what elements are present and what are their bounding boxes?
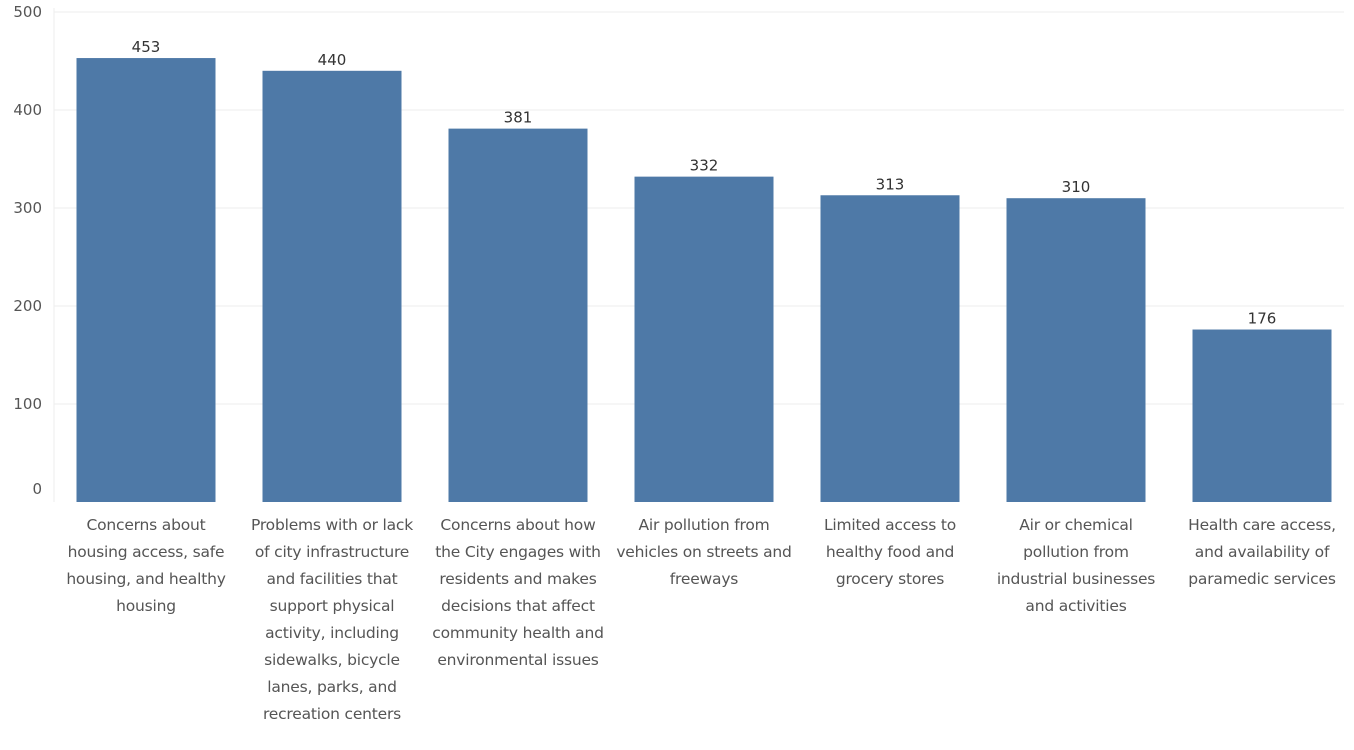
bar-value-label: 453 <box>132 38 161 56</box>
category-label: Health care access, and availability of … <box>1188 516 1336 588</box>
bar[interactable] <box>76 58 216 503</box>
category-label: Problems with or lack of city infrastruc… <box>250 516 414 723</box>
bar-value-label: 313 <box>876 175 905 193</box>
bars <box>76 58 1332 503</box>
category-label: Air pollution from vehicles on streets a… <box>616 516 792 588</box>
bar[interactable] <box>1192 329 1332 502</box>
y-tick-label: 300 <box>13 199 42 217</box>
bar[interactable] <box>1006 198 1146 502</box>
y-axis: 0 100 200 300 400 500 <box>13 3 42 498</box>
data-labels: 453 440 381 332 313 310 176 <box>132 38 1277 327</box>
bar[interactable] <box>448 128 588 502</box>
y-tick-label: 0 <box>32 480 42 498</box>
y-tick-label: 100 <box>13 395 42 413</box>
y-tick-label: 400 <box>13 101 42 119</box>
category-label: Air or chemical pollution from industria… <box>996 516 1156 615</box>
y-tick-label: 500 <box>13 3 42 21</box>
category-label: Concerns about how the City engages with… <box>432 516 604 669</box>
bar[interactable] <box>634 176 774 502</box>
bar-value-label: 332 <box>690 157 719 175</box>
y-tick-label: 200 <box>13 297 42 315</box>
bar[interactable] <box>820 195 960 502</box>
category-label: Limited access to healthy food and groce… <box>823 516 957 588</box>
bar[interactable] <box>262 70 402 503</box>
bar-value-label: 310 <box>1062 178 1091 196</box>
bar-value-label: 440 <box>318 51 347 69</box>
category-label: Concerns about housing access, safe hous… <box>66 516 226 615</box>
bar-value-label: 381 <box>504 109 533 127</box>
bar-value-label: 176 <box>1248 310 1277 328</box>
